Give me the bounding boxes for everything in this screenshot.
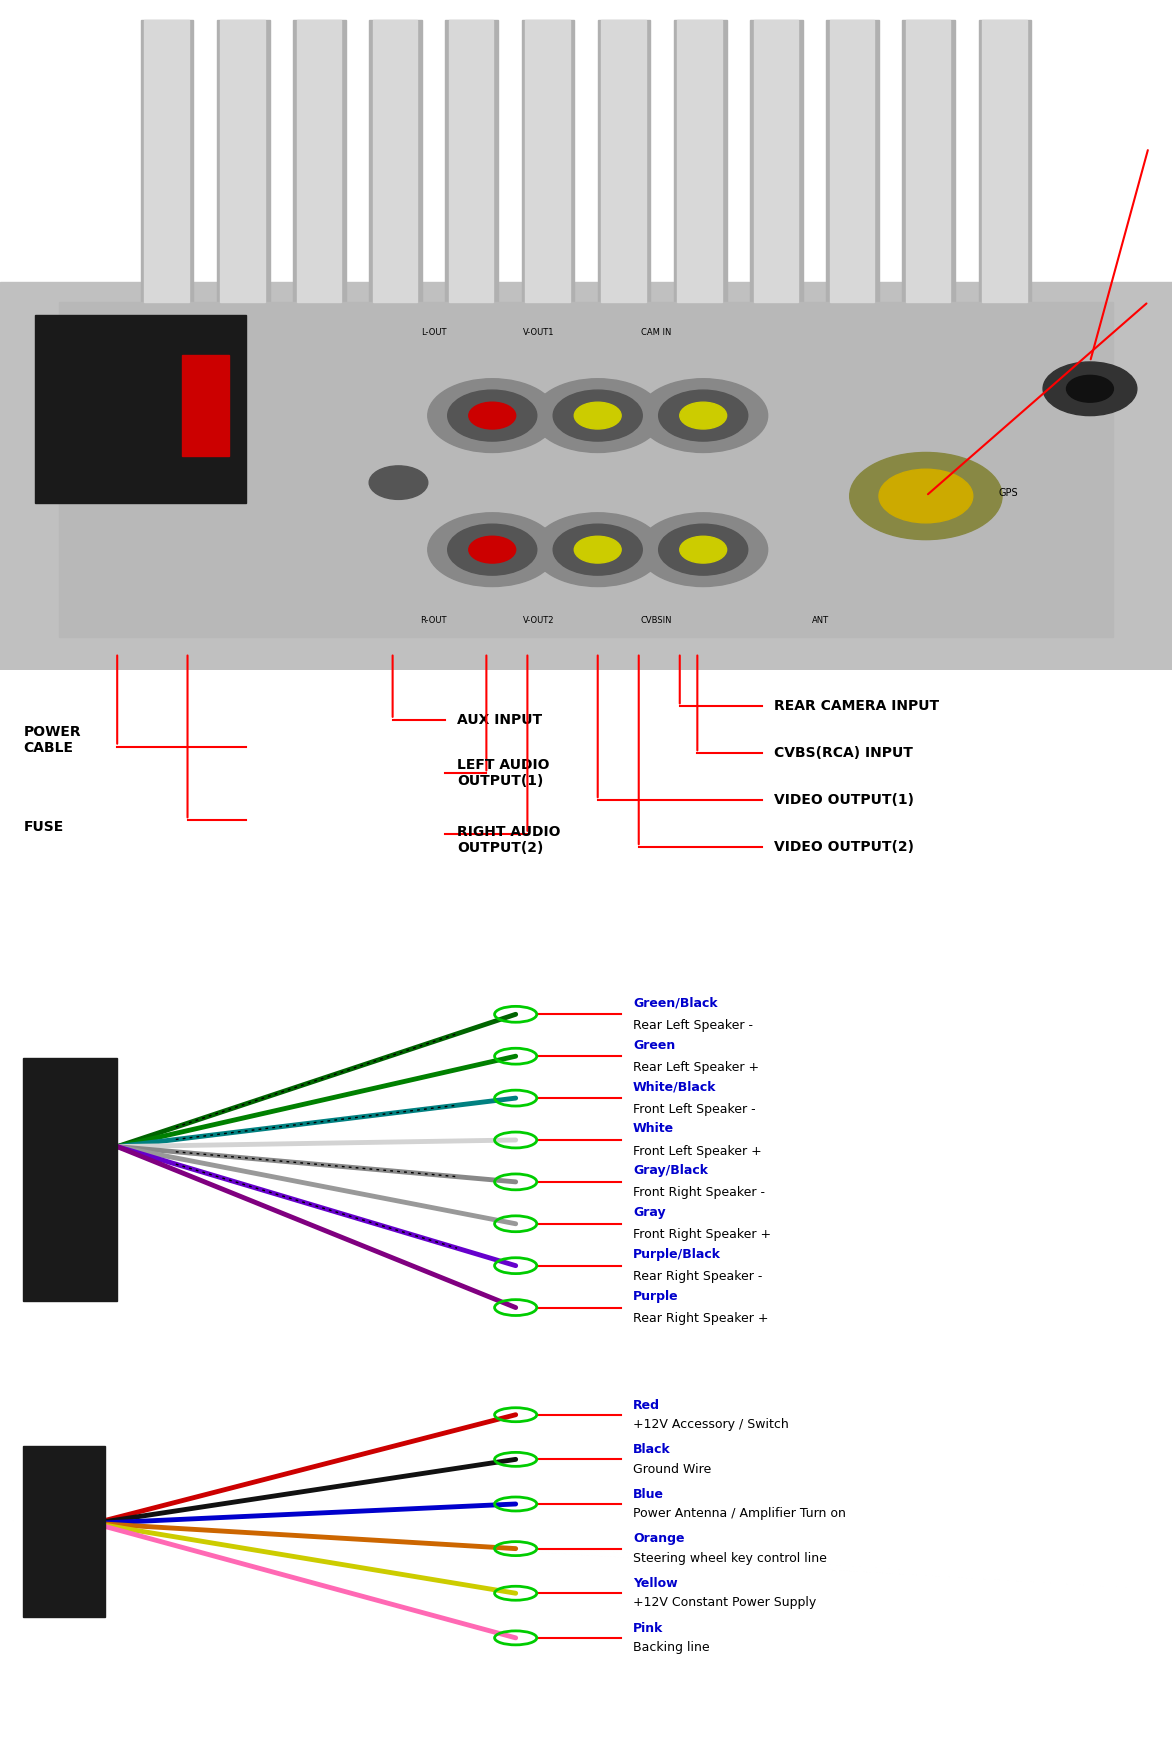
- Circle shape: [659, 390, 748, 441]
- Circle shape: [1067, 376, 1113, 402]
- Bar: [522, 19, 574, 302]
- Text: Red: Red: [633, 1399, 660, 1411]
- Bar: [830, 19, 874, 302]
- Bar: [369, 19, 422, 302]
- Bar: [445, 19, 498, 302]
- Circle shape: [448, 524, 537, 575]
- Text: CVBS(RCA) INPUT: CVBS(RCA) INPUT: [774, 746, 912, 760]
- Text: +12V Accessory / Switch: +12V Accessory / Switch: [633, 1418, 789, 1431]
- Text: Rear Right Speaker +: Rear Right Speaker +: [633, 1312, 769, 1325]
- Bar: [906, 19, 950, 302]
- Circle shape: [469, 536, 516, 563]
- Bar: [750, 19, 803, 302]
- Circle shape: [533, 379, 662, 452]
- Bar: [220, 19, 265, 302]
- Text: Rear Left Speaker -: Rear Left Speaker -: [633, 1020, 752, 1032]
- Bar: [144, 19, 189, 302]
- Text: CVBSIN: CVBSIN: [641, 616, 672, 626]
- Text: RIGHT AUDIO
OUTPUT(2): RIGHT AUDIO OUTPUT(2): [457, 826, 560, 856]
- Bar: [373, 19, 417, 302]
- Circle shape: [369, 466, 428, 499]
- Text: LEFT AUDIO
OUTPUT(1): LEFT AUDIO OUTPUT(1): [457, 759, 550, 789]
- Text: Gray: Gray: [633, 1207, 666, 1219]
- Bar: [598, 19, 650, 302]
- Bar: [23, 1058, 117, 1302]
- Text: POWER
CABLE: POWER CABLE: [23, 725, 81, 755]
- Bar: [23, 1446, 105, 1616]
- Circle shape: [680, 536, 727, 563]
- Text: Front Left Speaker -: Front Left Speaker -: [633, 1102, 756, 1115]
- Text: V-OUT2: V-OUT2: [524, 616, 554, 626]
- Text: VIDEO OUTPUT(2): VIDEO OUTPUT(2): [774, 840, 913, 854]
- Circle shape: [850, 452, 1002, 540]
- Text: Black: Black: [633, 1443, 670, 1455]
- Circle shape: [680, 402, 727, 429]
- Circle shape: [879, 469, 973, 522]
- Circle shape: [533, 513, 662, 586]
- Text: Green/Black: Green/Black: [633, 997, 717, 1009]
- Circle shape: [639, 513, 768, 586]
- Text: AUX INPUT: AUX INPUT: [457, 713, 543, 727]
- Circle shape: [428, 379, 557, 452]
- Text: FUSE: FUSE: [23, 820, 63, 834]
- Text: GPS: GPS: [999, 489, 1017, 497]
- Circle shape: [659, 524, 748, 575]
- Bar: [0, 282, 1172, 670]
- Text: Green: Green: [633, 1039, 675, 1051]
- Text: Rear Right Speaker -: Rear Right Speaker -: [633, 1270, 762, 1282]
- Text: White/Black: White/Black: [633, 1081, 716, 1094]
- Text: Yellow: Yellow: [633, 1577, 677, 1589]
- Text: White: White: [633, 1122, 674, 1136]
- Text: Front Right Speaker -: Front Right Speaker -: [633, 1187, 765, 1200]
- Circle shape: [469, 402, 516, 429]
- Text: R-OUT: R-OUT: [421, 616, 447, 626]
- Circle shape: [428, 513, 557, 586]
- Circle shape: [574, 402, 621, 429]
- Text: L-OUT: L-OUT: [421, 328, 447, 337]
- Text: +12V Constant Power Supply: +12V Constant Power Supply: [633, 1596, 816, 1609]
- Bar: [297, 19, 341, 302]
- Bar: [525, 19, 570, 302]
- Bar: [141, 19, 193, 302]
- Bar: [601, 19, 646, 302]
- Text: Gray/Black: Gray/Black: [633, 1164, 708, 1177]
- Circle shape: [1043, 362, 1137, 416]
- Text: V-OUT1: V-OUT1: [524, 328, 554, 337]
- Bar: [677, 19, 722, 302]
- Bar: [449, 19, 493, 302]
- Text: ANT: ANT: [812, 616, 829, 626]
- Circle shape: [553, 524, 642, 575]
- Text: Rear Left Speaker +: Rear Left Speaker +: [633, 1060, 759, 1074]
- Text: CAM IN: CAM IN: [641, 328, 672, 337]
- Circle shape: [448, 390, 537, 441]
- Text: Steering wheel key control line: Steering wheel key control line: [633, 1552, 826, 1565]
- Bar: [982, 19, 1027, 302]
- Bar: [35, 316, 246, 503]
- Text: Purple: Purple: [633, 1289, 679, 1304]
- Text: VIDEO OUTPUT(1): VIDEO OUTPUT(1): [774, 794, 913, 808]
- Text: Backing line: Backing line: [633, 1641, 709, 1655]
- Bar: [293, 19, 346, 302]
- Text: Ground Wire: Ground Wire: [633, 1462, 711, 1475]
- Bar: [674, 19, 727, 302]
- Bar: [754, 19, 798, 302]
- Bar: [979, 19, 1031, 302]
- Text: Pink: Pink: [633, 1621, 663, 1635]
- Text: Front Left Speaker +: Front Left Speaker +: [633, 1145, 762, 1157]
- Bar: [182, 355, 229, 455]
- Circle shape: [574, 536, 621, 563]
- Text: Blue: Blue: [633, 1487, 663, 1501]
- Bar: [59, 302, 1113, 637]
- Circle shape: [639, 379, 768, 452]
- Text: Purple/Black: Purple/Black: [633, 1249, 721, 1261]
- Text: REAR CAMERA INPUT: REAR CAMERA INPUT: [774, 699, 939, 713]
- Bar: [826, 19, 879, 302]
- Bar: [902, 19, 955, 302]
- Text: Front Right Speaker +: Front Right Speaker +: [633, 1228, 771, 1242]
- Text: Orange: Orange: [633, 1533, 684, 1545]
- Circle shape: [553, 390, 642, 441]
- Bar: [217, 19, 270, 302]
- Text: Power Antenna / Amplifier Turn on: Power Antenna / Amplifier Turn on: [633, 1506, 846, 1521]
